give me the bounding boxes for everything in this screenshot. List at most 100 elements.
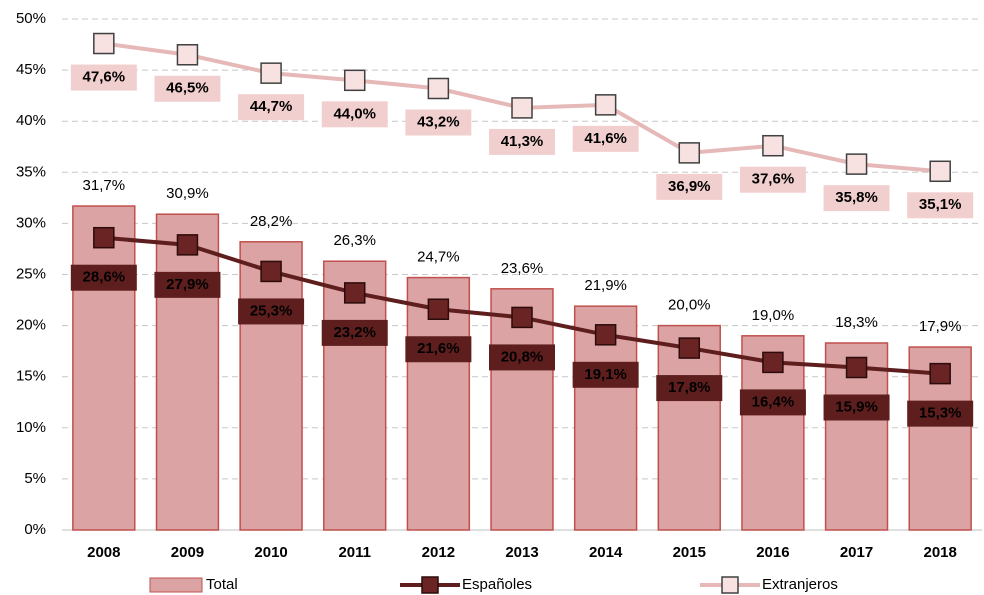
marker — [929, 160, 951, 183]
marker — [176, 234, 199, 256]
y-tick-label: 10% — [16, 419, 46, 436]
line-value-label: 35,1% — [919, 196, 962, 213]
bar — [155, 213, 220, 531]
x-tick-label: 2012 — [422, 544, 455, 561]
label-box — [405, 336, 472, 363]
y-tick-label: 50% — [16, 10, 46, 27]
marker — [427, 298, 450, 320]
marker — [343, 282, 366, 304]
x-tick-label: 2016 — [756, 544, 789, 561]
x-tick-label: 2018 — [923, 544, 956, 561]
line-value-label: 28,6% — [83, 269, 126, 286]
bar-value-label: 26,3% — [333, 232, 376, 249]
bar-value-label: 23,6% — [501, 260, 544, 277]
x-tick-label: 2017 — [840, 544, 873, 561]
marker — [511, 97, 533, 119]
label-box — [321, 319, 388, 346]
line-value-label: 15,9% — [835, 398, 878, 415]
bar — [323, 260, 387, 531]
bar-value-label: 24,7% — [417, 249, 460, 266]
marker — [343, 69, 366, 92]
y-tick-label: 25% — [16, 265, 46, 282]
label-box — [572, 125, 639, 152]
x-tick-label: 2011 — [338, 544, 371, 561]
label-box — [321, 101, 388, 128]
x-tick-label: 2010 — [254, 544, 287, 561]
legend-marker — [721, 576, 739, 594]
y-tick-label: 5% — [24, 470, 46, 487]
line-value-label: 41,3% — [501, 133, 544, 150]
x-tick-label: 2008 — [87, 544, 120, 561]
y-tick-label: 20% — [16, 317, 46, 334]
bar-value-label: 30,9% — [166, 185, 209, 202]
bar — [239, 241, 303, 531]
bar-value-label: 28,2% — [250, 213, 293, 230]
line-value-label: 15,3% — [919, 405, 962, 422]
marker — [678, 142, 701, 164]
x-tick-label: 2009 — [171, 544, 204, 561]
bar — [72, 205, 136, 531]
label-box — [739, 389, 806, 416]
label-box — [70, 64, 137, 91]
bar-value-label: 17,9% — [919, 318, 962, 335]
label-box — [656, 173, 723, 200]
bar-value-label: 18,3% — [835, 314, 878, 331]
line-value-label: 36,9% — [668, 178, 711, 195]
line-value-label: 44,7% — [250, 98, 293, 115]
x-tick-label: 2013 — [505, 544, 538, 561]
marker — [678, 337, 701, 359]
marker — [260, 260, 282, 283]
label-box — [405, 109, 472, 136]
label-box — [823, 185, 890, 212]
line-value-label: 37,6% — [752, 171, 795, 188]
marker — [511, 306, 533, 329]
line-value-label: 19,1% — [584, 366, 627, 383]
legend-label: Total — [206, 576, 238, 593]
line-value-label: 44,0% — [333, 105, 376, 122]
marker — [260, 62, 282, 84]
bar-value-label: 19,0% — [752, 307, 795, 324]
y-tick-label: 0% — [24, 521, 46, 538]
label-box — [154, 75, 221, 102]
y-tick-label: 40% — [16, 112, 46, 129]
bar-value-label: 20,0% — [668, 297, 711, 314]
y-tick-label: 30% — [16, 214, 46, 231]
bar-value-label: 31,7% — [83, 177, 126, 194]
marker — [845, 356, 868, 379]
label-box — [823, 394, 890, 421]
line-value-label: 47,6% — [83, 68, 126, 85]
marker — [176, 44, 199, 66]
marker — [93, 226, 115, 249]
label-box — [154, 271, 221, 298]
bar — [657, 324, 721, 531]
marker — [929, 362, 951, 385]
line-value-label: 43,2% — [417, 113, 460, 130]
line-value-label: 17,8% — [668, 379, 711, 396]
label-box — [70, 264, 137, 291]
label-box — [238, 94, 305, 121]
y-tick-label: 35% — [16, 163, 46, 180]
x-tick-label: 2014 — [589, 544, 623, 561]
label-box — [907, 400, 974, 427]
line-value-label: 41,6% — [584, 130, 627, 147]
marker — [594, 324, 617, 346]
marker — [845, 153, 868, 175]
label-box — [739, 166, 806, 193]
bar-value-label: 21,9% — [584, 277, 627, 294]
legend-label: Extranjeros — [762, 576, 838, 593]
label-box — [489, 128, 555, 155]
marker — [427, 77, 450, 100]
line-value-label: 16,4% — [752, 393, 795, 410]
label-box — [238, 298, 305, 325]
line-value-label: 20,8% — [501, 348, 544, 365]
marker — [762, 134, 784, 157]
line-value-label: 25,3% — [250, 302, 293, 319]
line-value-label: 27,9% — [166, 276, 209, 293]
line-value-label: 21,6% — [417, 340, 460, 357]
legend-label: Españoles — [462, 576, 532, 593]
line-value-label: 23,2% — [333, 324, 376, 341]
marker — [93, 32, 115, 55]
line-value-label: 46,5% — [166, 80, 209, 97]
label-box — [572, 361, 639, 388]
line-value-label: 35,8% — [835, 189, 878, 206]
